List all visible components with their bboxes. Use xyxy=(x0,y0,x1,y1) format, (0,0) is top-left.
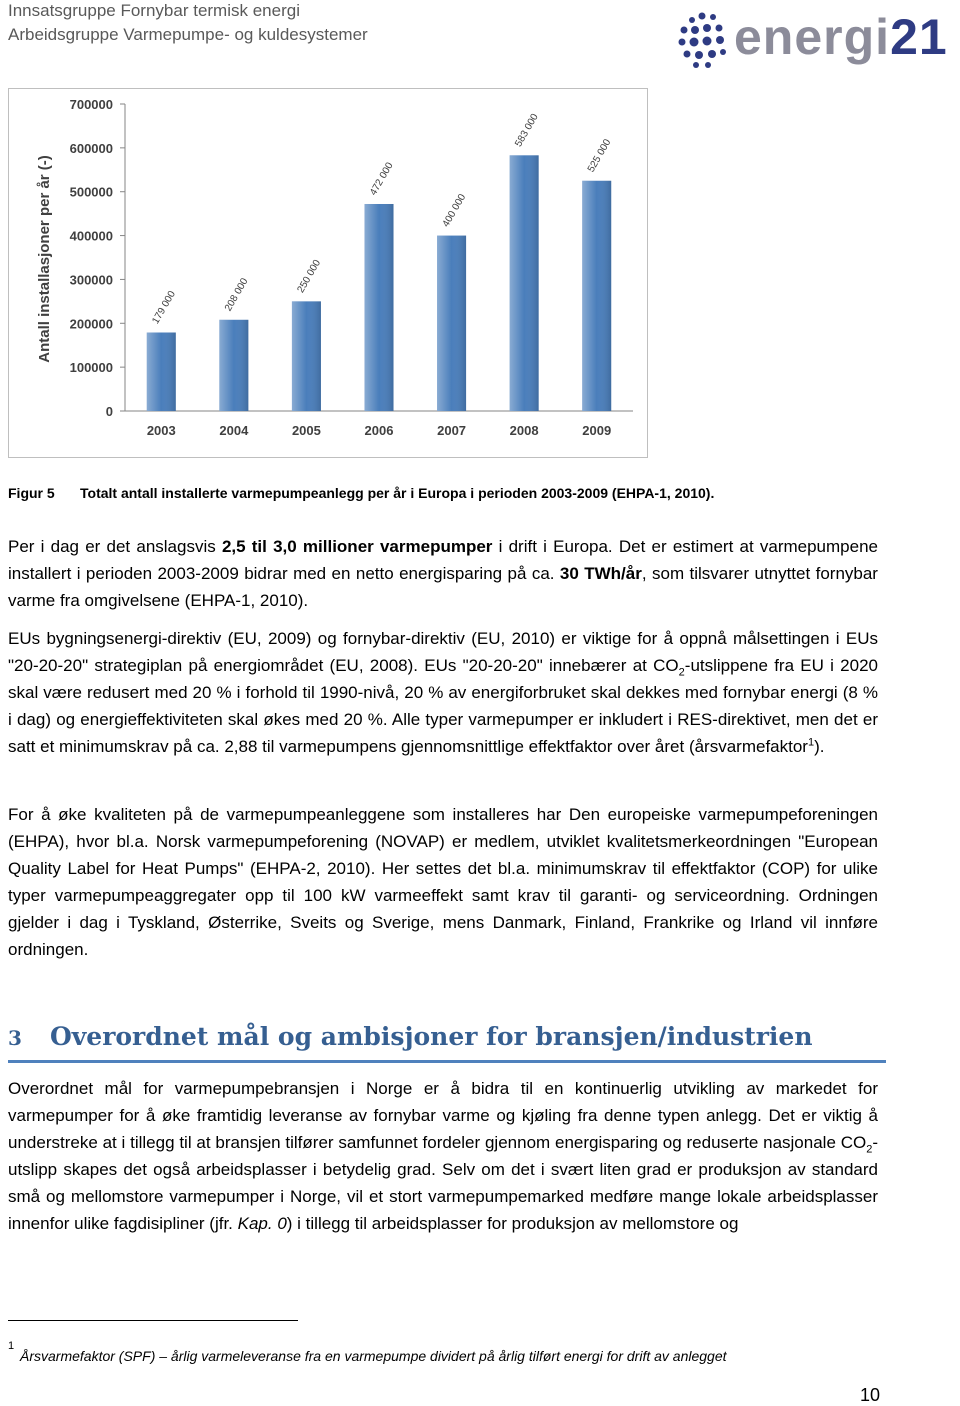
text: i drift i Europa. Det er estimert at var… xyxy=(8,537,878,583)
y-tick-label: 0 xyxy=(106,404,113,419)
footnote-rule xyxy=(8,1320,298,1321)
x-tick-label: 2006 xyxy=(365,423,394,438)
y-tick-label: 600000 xyxy=(70,141,113,156)
bar-shade xyxy=(582,180,612,411)
value-label: 250 000 xyxy=(296,258,324,295)
figure-frame: Antall installasjoner per år (-) 0 100000… xyxy=(8,88,648,458)
paragraph: Overordnet mål for varmepumpebransjen i … xyxy=(8,1075,878,1237)
logo: energi21 xyxy=(672,6,952,70)
text: -utslippene fra EU i 2020 skal være redu… xyxy=(8,656,879,756)
logo-word: energi xyxy=(734,9,891,65)
value-label: 525 000 xyxy=(586,137,614,174)
paragraph: For å øke kvaliteten på de varmepumpeanl… xyxy=(8,801,878,963)
section-title: Overordnet mål og ambisjoner for bransje… xyxy=(50,1022,813,1051)
text: -utslipp skapes det også arbeidsplasser … xyxy=(8,1133,878,1233)
footnote-text: Årsvarmefaktor (SPF) – årlig varmelevera… xyxy=(20,1348,727,1364)
y-tick-label: 500000 xyxy=(70,185,113,200)
bold-text: 2,5 til 3,0 millioner varmepumper xyxy=(221,537,493,556)
x-tick-label: 2007 xyxy=(437,423,466,438)
value-label: 400 000 xyxy=(441,192,469,229)
bar-shade xyxy=(291,301,321,411)
value-label: 583 000 xyxy=(513,112,541,149)
figure-caption: Totalt antall installerte varmepumpeanle… xyxy=(80,485,715,501)
figure-label: Figur 5 xyxy=(8,485,55,501)
y-tick-label: 400000 xyxy=(70,229,113,244)
bar-shade xyxy=(437,235,467,411)
chart: Antall installasjoner per år (-) 0 100000… xyxy=(36,97,633,438)
bar-shade xyxy=(219,319,249,411)
text: For å øke kvaliteten på de varmepumpeanl… xyxy=(8,805,878,959)
value-label: 179 000 xyxy=(150,289,178,326)
value-label: 472 000 xyxy=(368,160,396,197)
page-number: 10 xyxy=(860,1385,881,1405)
y-tick-label: 200000 xyxy=(70,316,113,331)
bold-text: 30 TWh/år xyxy=(559,564,642,583)
text: ) i tillegg til arbeidsplasser for produ… xyxy=(286,1214,739,1233)
y-tick-label: 700000 xyxy=(70,97,113,112)
y-tick-label: 300000 xyxy=(70,272,113,287)
subscript: 2 xyxy=(866,1143,873,1156)
header-line: Innsatsgruppe Fornybar termisk energi xyxy=(8,1,300,20)
footnote-ref: 1 xyxy=(807,736,815,749)
bar-shade xyxy=(509,155,539,411)
x-tick-label: 2008 xyxy=(510,423,539,438)
logo-text: energi21 xyxy=(734,8,948,66)
logo-number: 21 xyxy=(890,9,948,65)
text: EUs bygningsenergi-direktiv (EU, 2009) o… xyxy=(8,629,878,675)
logo-mark xyxy=(678,12,726,68)
value-label: 208 000 xyxy=(223,276,251,313)
y-tick-label: 100000 xyxy=(70,360,113,375)
text: , som tilsvarer utnyttet fornybar varme … xyxy=(8,564,878,610)
text: Overordnet mål for varmepumpebransjen i … xyxy=(8,1079,878,1152)
paragraph: Per i dag er det anslagsvis 2,5 til 3,0 … xyxy=(8,533,878,614)
text: Per i dag er det anslagsvis xyxy=(8,537,222,556)
section-number: 3 xyxy=(8,1026,22,1050)
header-line: Arbeidsgruppe Varmepumpe- og kuldesystem… xyxy=(8,25,368,44)
x-tick-label: 2004 xyxy=(219,423,249,438)
section-heading: 3 Overordnet mål og ambisjoner for bransj… xyxy=(8,1022,886,1063)
x-tick-label: 2009 xyxy=(582,423,611,438)
footnote-number: 1 xyxy=(8,1340,15,1352)
paragraph: EUs bygningsenergi-direktiv (EU, 2009) o… xyxy=(8,625,878,760)
text: ). xyxy=(814,737,825,756)
x-tick-label: 2003 xyxy=(147,423,176,438)
italic-text: Kap. 0 xyxy=(237,1214,287,1233)
y-axis-label: Antall installasjoner per år (-) xyxy=(36,155,53,363)
x-tick-label: 2005 xyxy=(292,423,321,438)
subscript: 2 xyxy=(678,666,685,679)
bar-shade xyxy=(146,332,176,411)
bar-shade xyxy=(364,203,394,411)
